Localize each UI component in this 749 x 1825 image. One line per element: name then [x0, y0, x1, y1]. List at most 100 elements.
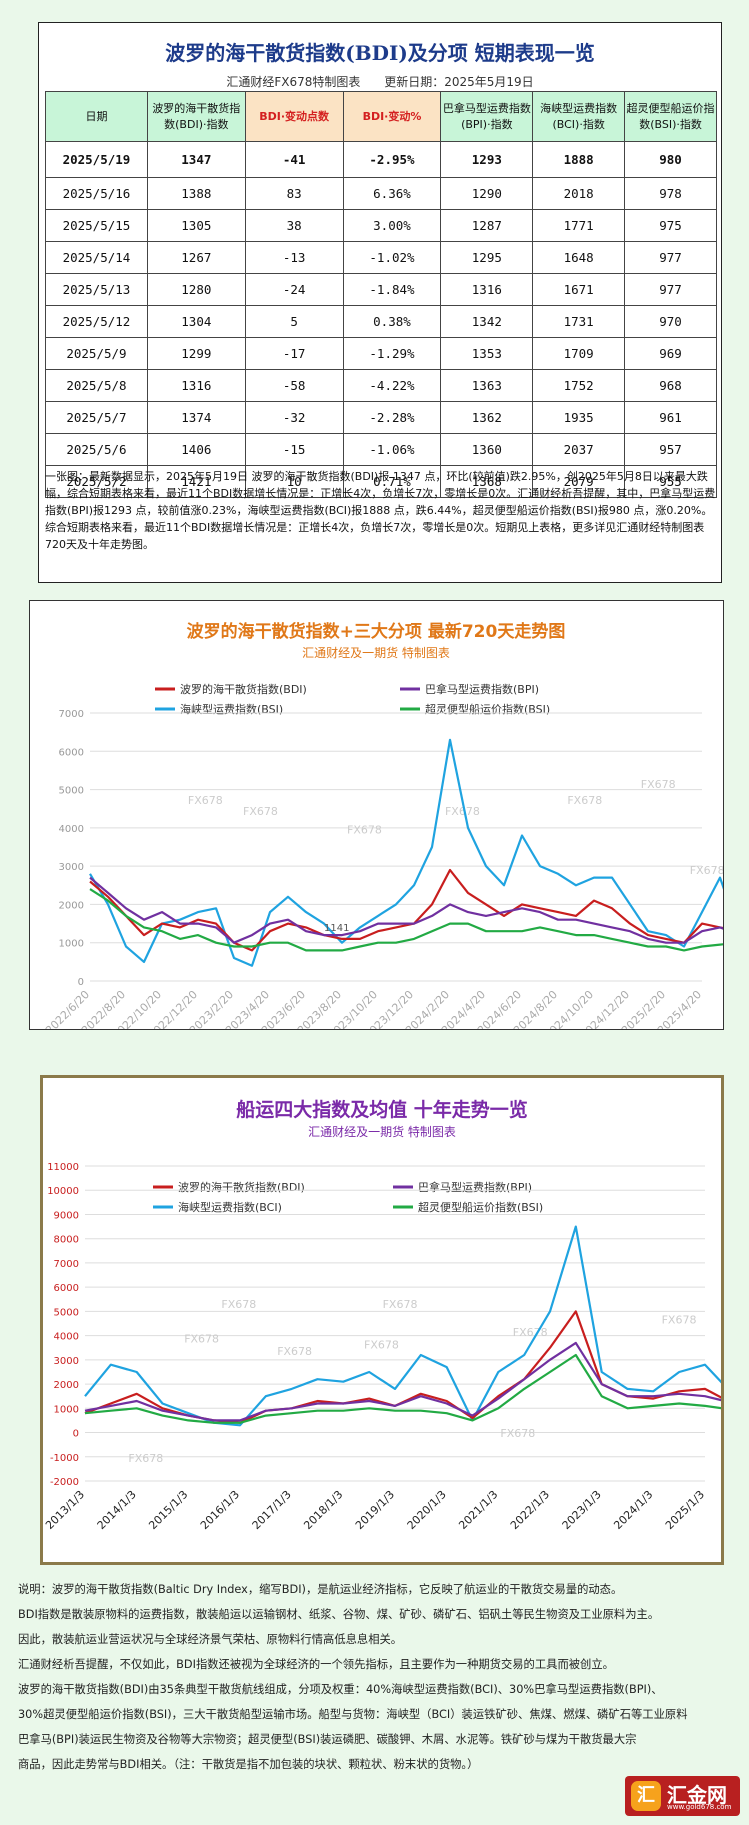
description-line: 汇通财经析吾提醒，不仅如此，BDI指数还被视为全球经济的一个领先指标，且主要作为… — [18, 1658, 614, 1671]
table-cell: 1287 — [440, 209, 534, 242]
table-cell: 1342 — [440, 305, 534, 338]
table-row: 2025/5/2 1421 10 0.71% 1368 2079 955 — [45, 465, 717, 498]
table-cell: 970 — [624, 305, 717, 338]
x-tick-label: 2020/1/3 — [405, 1488, 449, 1532]
y-tick-label: 4000 — [54, 1332, 79, 1343]
table-cell: 2025/5/12 — [45, 305, 148, 338]
table-cell: -2.95% — [342, 141, 442, 178]
x-tick-label: 2018/1/3 — [301, 1488, 345, 1532]
x-tick-label: 2015/1/3 — [146, 1488, 190, 1532]
table-cell: 0.38% — [342, 305, 442, 338]
chart-720-days: 波罗的海干散货指数+三大分项 最新720天走势图 汇通财经及一期货 特制图表 波罗的… — [29, 600, 732, 1042]
table-cell: 1752 — [532, 369, 626, 402]
column-header: 海峡型运费指数(BCI)·指数 — [532, 91, 626, 142]
legend-label: 海峡型运费指数(BSI) — [180, 702, 283, 716]
description-line: 巴拿马(BPI)装运民生物资及谷物等大宗物资；超灵便型(BSI)装运磷肥、碳酸钾… — [18, 1733, 637, 1746]
table-cell: 1347 — [146, 141, 246, 178]
table-cell: 38 — [244, 209, 344, 242]
update-label: 更新日期： — [384, 75, 445, 89]
table-cell: 2025/5/2 — [45, 465, 148, 498]
table-cell: 980 — [624, 141, 717, 178]
table-note: 一张图：最新数据显示，2025年5月19日 波罗的海干散货指数(BDI)报 13… — [45, 470, 716, 551]
table-cell: -4.22% — [342, 369, 442, 402]
table-cell: -2.28% — [342, 401, 442, 434]
table-row: 2025/5/16 1388 83 6.36% 1290 2018 978 — [45, 177, 717, 210]
y-tick-label: 6000 — [59, 747, 84, 758]
table-cell: 1363 — [440, 369, 534, 402]
table-cell: 2025/5/6 — [45, 433, 148, 466]
x-tick-label: 2024/1/3 — [611, 1488, 655, 1532]
x-tick-label: 2016/1/3 — [198, 1488, 242, 1532]
y-tick-label: 1000 — [54, 1404, 79, 1415]
series-line — [84, 1225, 727, 1427]
y-tick-label: 5000 — [54, 1307, 79, 1318]
table-cell: 1362 — [440, 401, 534, 434]
table-row: 2025/5/15 1305 38 3.00% 1287 1771 975 — [45, 209, 717, 242]
table-producer: 汇通财经FX678特制图表 — [226, 75, 361, 89]
x-tick-label: 2022/1/3 — [508, 1488, 552, 1532]
y-tick-label: 5000 — [59, 786, 84, 797]
x-tick-label: 2021/1/3 — [456, 1488, 500, 1532]
table-cell: -1.29% — [342, 337, 442, 370]
description-line: 商品，因此走势常与BDI相关。（注：干散货是指不加包装的块状、颗粒状、粉末状的货… — [18, 1758, 479, 1771]
watermark: FX678 — [383, 1298, 418, 1311]
site-logo[interactable]: 汇 汇金网 www.gold678.com — [625, 1776, 740, 1816]
legend-label: 超灵便型船运价指数(BSI) — [418, 1200, 543, 1214]
series-line — [84, 1353, 726, 1424]
y-tick-label: 0 — [78, 977, 84, 988]
table-cell: 961 — [624, 401, 717, 434]
table-cell: 2037 — [532, 433, 626, 466]
watermark: FX678 — [662, 1314, 697, 1327]
table-cell: 83 — [244, 177, 344, 210]
x-tick-label: 2014/1/3 — [95, 1488, 139, 1532]
update-date: 2025年5月19日 — [444, 75, 534, 89]
x-tick-label: 2019/1/3 — [353, 1488, 397, 1532]
table-row: 2025/5/19 1347 -41 -2.95% 1293 1888 980 — [45, 141, 717, 178]
chart-annotation: 1141 — [324, 923, 349, 934]
watermark: FX678 — [128, 1452, 163, 1465]
table-cell: 1290 — [440, 177, 534, 210]
y-tick-label: -1000 — [50, 1453, 79, 1464]
series-line — [89, 888, 731, 952]
watermark: FX678 — [567, 794, 602, 807]
y-tick-label: 3000 — [54, 1356, 79, 1367]
summary-table-panel: 波罗的海干散货指数(BDI)及分项 短期表现一览 汇通财经FX678特制图表 更… — [38, 22, 722, 583]
table-cell: 1935 — [532, 401, 626, 434]
logo-icon: 汇 — [631, 1781, 661, 1811]
table-cell: -1.06% — [342, 433, 442, 466]
watermark: FX678 — [500, 1427, 535, 1440]
table-cell: 1731 — [532, 305, 626, 338]
chart-subtitle: 汇通财经及一期货 特制图表 — [302, 645, 450, 660]
legend-label: 海峡型运费指数(BCI) — [178, 1200, 282, 1214]
table-cell: -1.84% — [342, 273, 442, 306]
table-row: 2025/5/7 1374 -32 -2.28% 1362 1935 961 — [45, 401, 717, 434]
table-body: 2025/5/19 1347 -41 -2.95% 1293 1888 980 2025/5/… — [45, 141, 717, 498]
table-cell: 968 — [624, 369, 717, 402]
legend-label: 超灵便型船运价指数(BSI) — [425, 702, 550, 716]
table-cell: 977 — [624, 273, 717, 306]
table-row: 2025/5/13 1280 -24 -1.84% 1316 1671 977 — [45, 273, 717, 306]
table-cell: 1406 — [146, 433, 246, 466]
table-cell: 1280 — [146, 273, 246, 306]
table-cell: 1304 — [146, 305, 246, 338]
watermark: FX678 — [364, 1339, 399, 1352]
series-line — [84, 1341, 726, 1422]
watermark: FX678 — [641, 778, 676, 791]
table-cell: -41 — [244, 141, 344, 178]
watermark: FX678 — [221, 1298, 256, 1311]
chart-title: 波罗的海干散货指数+三大分项 最新720天走势图 — [187, 621, 566, 642]
description-block: 说明：波罗的海干散货指数(Baltic Dry Index，缩写BDI)，是航运… — [18, 1577, 738, 1777]
y-tick-label: 0 — [73, 1429, 79, 1440]
y-tick-label: 7000 — [54, 1259, 79, 1270]
watermark: FX678 — [445, 805, 480, 818]
x-tick-label: 2023/1/3 — [560, 1488, 604, 1532]
table-row: 2025/5/6 1406 -15 -1.06% 1360 2037 957 — [45, 433, 717, 466]
table-cell: 1305 — [146, 209, 246, 242]
table-update: 更新日期：2025年5月19日 — [384, 75, 533, 89]
table-cell: 1421 — [146, 465, 246, 498]
table-cell: 1267 — [146, 241, 246, 274]
watermark: FX678 — [243, 805, 278, 818]
table-cell: -1.02% — [342, 241, 442, 274]
table-header-row: 日期 波罗的海干散货指数(BDI)·指数 BDI·变动点数 BDI·变动% 巴拿马型运费… — [45, 91, 717, 142]
y-tick-label: 9000 — [54, 1210, 79, 1221]
